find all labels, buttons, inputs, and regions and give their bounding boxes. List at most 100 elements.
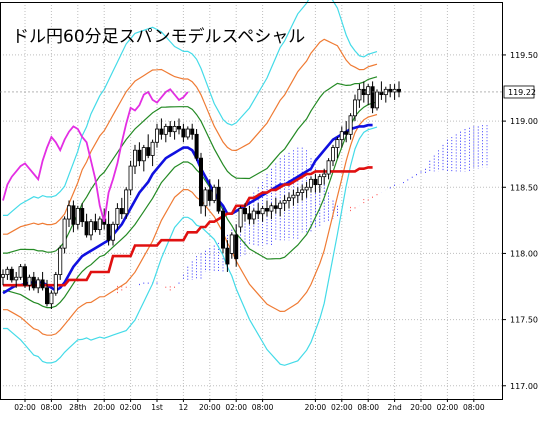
candle-body — [124, 189, 129, 215]
x-tick-label: 02:00 — [225, 403, 247, 412]
candle-body — [304, 186, 309, 191]
candle-body — [335, 139, 340, 148]
candle-body — [366, 86, 371, 96]
candle-body — [198, 157, 203, 207]
last-price-box — [503, 85, 535, 99]
x-tick-label: 2nd — [387, 403, 402, 412]
x-tick-label: 08:00 — [41, 403, 63, 412]
candle-body — [18, 266, 23, 278]
x-tick-label: 12 — [179, 403, 189, 412]
candle-body — [163, 125, 168, 135]
y-tick-label: 117.50 — [510, 316, 538, 325]
y-tick-label: 117.00 — [510, 382, 538, 391]
bb-minus2-line — [3, 113, 378, 336]
bb-plus3-line — [3, 0, 378, 216]
candle-body — [80, 208, 85, 223]
candle-body — [97, 218, 102, 231]
candle-body — [115, 208, 120, 225]
candle-body — [194, 133, 199, 159]
candle-body — [264, 208, 269, 212]
candle-body — [260, 208, 265, 215]
candle-body — [291, 194, 296, 199]
x-tick-label: 08:00 — [252, 403, 274, 412]
candle-body — [216, 186, 221, 212]
bb-minus1-line — [3, 101, 378, 309]
y-tick-label: 118.50 — [510, 183, 538, 192]
candle-body — [234, 234, 239, 260]
candle-body — [9, 268, 14, 281]
span-b-line — [3, 166, 373, 287]
candle-body — [308, 178, 313, 188]
candle-body — [392, 88, 397, 93]
candle-body — [75, 208, 80, 225]
candle-body — [119, 208, 124, 215]
candle-body — [379, 91, 384, 96]
y-tick-label: 119.00 — [510, 117, 538, 126]
x-tick-label: 02:00 — [14, 403, 36, 412]
candle-body — [374, 91, 379, 109]
candle-body — [282, 200, 287, 204]
candle-body — [326, 160, 331, 175]
candle-body — [106, 223, 111, 241]
candle-body — [5, 268, 10, 276]
candle-body — [49, 292, 54, 305]
candle-body — [71, 205, 76, 225]
candle-body — [150, 141, 155, 156]
candle-body — [84, 221, 89, 236]
chart-title: ドル円60分足スパンモデルスペシャル — [12, 26, 305, 47]
candle-body — [62, 218, 67, 249]
candle-body — [185, 128, 190, 138]
chikou-line — [2, 88, 189, 222]
plot-frame — [0, 2, 503, 400]
candle-body — [40, 279, 45, 289]
bb-minus3-line — [3, 126, 378, 366]
candle-body — [14, 276, 19, 281]
x-tick-label: 20:00 — [93, 403, 115, 412]
candle-body — [251, 210, 256, 220]
candle-body — [159, 128, 164, 135]
candle-body — [256, 210, 261, 215]
candle-body — [220, 210, 225, 249]
candle-body — [203, 189, 208, 207]
candle-body — [242, 208, 247, 215]
span-lines — [2, 123, 373, 295]
candle-body — [225, 247, 230, 265]
candle-body — [67, 205, 72, 220]
candle-body — [317, 176, 322, 186]
candle-body — [190, 128, 195, 135]
candle-body — [58, 247, 63, 276]
axes: 117.00 117.50 118.00 118.50 119.00 119.50 02:0… — [0, 2, 538, 412]
candle-body — [348, 115, 353, 135]
y-tick-label: 119.50 — [510, 51, 538, 60]
x-tick-label: 02:00 — [331, 403, 353, 412]
candle-body — [344, 131, 349, 135]
x-tick-label: 08:00 — [463, 403, 485, 412]
candle-body — [322, 173, 327, 178]
candle-body — [137, 149, 142, 162]
candle-body — [36, 279, 41, 289]
chikou-span — [2, 88, 189, 222]
candle-body — [146, 147, 151, 156]
candle-body — [286, 197, 291, 201]
candle-body — [168, 125, 173, 133]
candle-body — [53, 274, 58, 294]
x-tick-label: 02:00 — [437, 403, 459, 412]
candle-body — [388, 88, 393, 93]
candle-body — [352, 99, 357, 117]
x-tick-label: 20:00 — [199, 403, 221, 412]
candle-body — [128, 165, 133, 191]
candle-body — [111, 223, 116, 241]
candle-body — [357, 88, 362, 101]
bb-plus2-line — [3, 38, 378, 235]
candle-body — [247, 213, 252, 220]
candle-body — [132, 149, 137, 167]
candle-body — [22, 266, 27, 286]
candle-body — [269, 205, 274, 212]
candle-body — [370, 86, 375, 109]
candle-body — [313, 178, 318, 186]
candle-body — [278, 202, 283, 209]
x-tick-label: 28th — [69, 403, 86, 412]
candle-body — [181, 128, 186, 138]
candle-body — [300, 189, 305, 193]
x-tick-label: 20:00 — [305, 403, 327, 412]
